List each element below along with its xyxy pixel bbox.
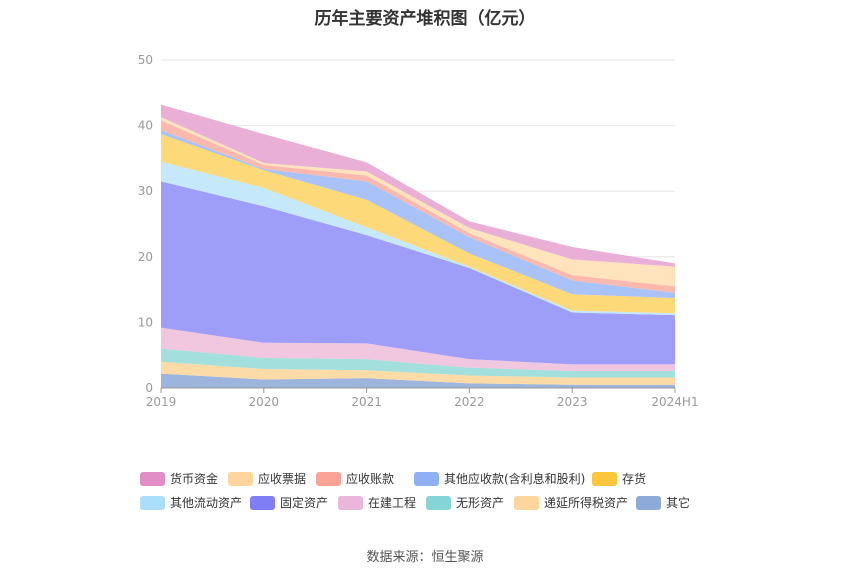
legend-swatch xyxy=(592,471,617,486)
x-tick-label: 2024H1 xyxy=(651,395,698,409)
chart-title: 历年主要资产堆积图（亿元） xyxy=(314,9,536,29)
area-series-8[interactable] xyxy=(161,120,675,293)
legend-item[interactable]: 应收账款 xyxy=(316,470,394,487)
legend-label: 其他应收款(含利息和股利) xyxy=(444,472,586,486)
legend-swatch xyxy=(636,495,661,510)
legend-label: 在建工程 xyxy=(368,496,417,510)
area-series xyxy=(161,104,675,388)
legend-label: 应收票据 xyxy=(258,472,307,486)
legend-swatch xyxy=(514,495,539,510)
area-series-2[interactable] xyxy=(161,348,675,378)
area-series-6[interactable] xyxy=(161,134,675,314)
legend-swatch xyxy=(414,471,439,486)
legend-label: 其他流动资产 xyxy=(170,496,243,510)
legend-swatch xyxy=(250,495,275,510)
legend-label: 货币资金 xyxy=(170,472,219,486)
y-tick-label: 30 xyxy=(138,184,153,198)
legend-item[interactable]: 无形资产 xyxy=(426,494,504,511)
legend-label: 递延所得税资产 xyxy=(544,496,629,510)
legend-item[interactable]: 存货 xyxy=(592,470,646,487)
x-tick-label: 2019 xyxy=(146,395,177,409)
legend-item[interactable]: 其他应收款(含利息和股利) xyxy=(414,470,585,487)
x-tick-label: 2023 xyxy=(557,395,588,409)
legend-label: 固定资产 xyxy=(280,496,329,510)
legend-swatch xyxy=(228,471,253,486)
legend-item[interactable]: 在建工程 xyxy=(338,494,416,511)
area-series-5[interactable] xyxy=(161,161,675,316)
y-tick-label: 50 xyxy=(138,53,153,67)
legend-swatch xyxy=(316,471,341,486)
y-tick-label: 20 xyxy=(138,250,153,264)
legend-label: 其它 xyxy=(666,496,691,510)
area-series-9[interactable] xyxy=(161,117,675,287)
area-chart: 0 10 20 30 40 50 2019 2020 2021 2022 2023 2024H1 xyxy=(138,53,699,409)
legend-item[interactable]: 应收票据 xyxy=(228,470,306,487)
x-axis: 2019 2020 2021 2022 2023 2024H1 xyxy=(146,387,699,409)
legend-swatch xyxy=(140,471,165,486)
legend-swatch xyxy=(338,495,363,510)
legend-item[interactable]: 其它 xyxy=(636,494,690,511)
legend-item[interactable]: 其他流动资产 xyxy=(140,494,242,511)
legend-item[interactable]: 货币资金 xyxy=(140,470,218,487)
area-series-7[interactable] xyxy=(161,130,675,299)
data-source: 数据来源：恒生聚源 xyxy=(366,550,484,565)
area-series-10[interactable] xyxy=(161,104,675,267)
x-tick-label: 2022 xyxy=(454,395,485,409)
y-tick-label: 40 xyxy=(138,119,153,133)
legend-item[interactable]: 递延所得税资产 xyxy=(514,494,628,511)
legend-label: 存货 xyxy=(622,472,647,486)
legend-label: 无形资产 xyxy=(456,496,505,510)
area-series-1[interactable] xyxy=(161,361,675,385)
x-tick-label: 2021 xyxy=(351,395,382,409)
area-series-4[interactable] xyxy=(161,181,675,365)
legend-label: 应收账款 xyxy=(346,472,395,486)
x-tick-label: 2020 xyxy=(249,395,280,409)
y-axis-ticks: 0 10 20 30 40 50 xyxy=(138,53,153,395)
y-tick-label: 0 xyxy=(145,381,153,395)
legend-swatch xyxy=(426,495,451,510)
y-tick-label: 10 xyxy=(138,315,153,329)
legend-item[interactable]: 固定资产 xyxy=(250,494,328,511)
area-series-3[interactable] xyxy=(161,327,675,371)
legend-swatch xyxy=(140,495,165,510)
